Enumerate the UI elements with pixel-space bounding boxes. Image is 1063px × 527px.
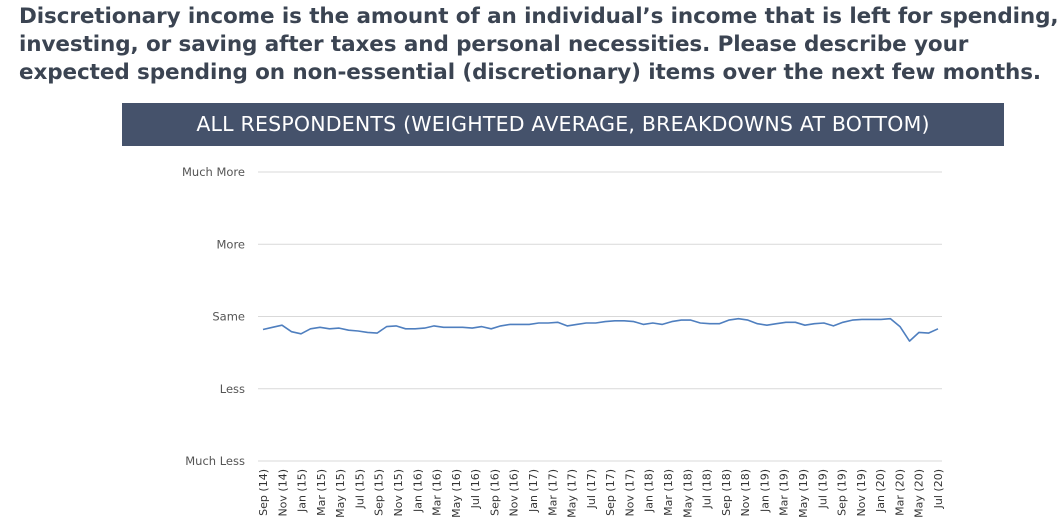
- x-tick-label: Jul (17): [585, 469, 598, 509]
- y-tick-label: Much More: [182, 165, 245, 179]
- x-tick-label: Jan (18): [643, 469, 656, 513]
- x-tick-label: Mar (17): [546, 469, 559, 516]
- x-tick-label: May (15): [334, 469, 347, 518]
- x-tick-label: Jul (15): [353, 469, 366, 509]
- x-tick-label: Sep (19): [836, 469, 849, 516]
- x-tick-label: Jul (18): [701, 469, 714, 509]
- x-tick-label: Sep (18): [720, 469, 733, 516]
- x-tick-label: Jan (16): [411, 469, 424, 513]
- x-tick-label: Jul (16): [469, 469, 482, 509]
- x-tick-label: Jul (19): [816, 469, 829, 509]
- x-tick-label: Mar (19): [778, 469, 791, 516]
- x-tick-label: May (16): [450, 469, 463, 518]
- y-tick-label: Same: [212, 310, 245, 324]
- x-tick-label: Mar (16): [431, 469, 444, 516]
- question-text: Discretionary income is the amount of an…: [19, 4, 1059, 85]
- x-tick-label: Sep (14): [257, 469, 270, 516]
- x-tick-label: Mar (20): [893, 469, 906, 516]
- x-tick-label: Sep (15): [373, 469, 386, 516]
- x-tick-label: Jan (15): [296, 469, 309, 513]
- x-tick-label: Mar (18): [662, 469, 675, 516]
- x-tick-label: Sep (16): [488, 469, 501, 516]
- x-tick-label: Mar (15): [315, 469, 328, 516]
- x-tick-label: Jan (19): [758, 469, 771, 513]
- x-tick-label: Nov (14): [276, 469, 289, 517]
- y-tick-label: Less: [220, 382, 245, 396]
- x-tick-label: Nov (17): [623, 469, 636, 517]
- chart-title: ALL RESPONDENTS (WEIGHTED AVERAGE, BREAK…: [196, 112, 930, 136]
- x-tick-label: Nov (19): [855, 469, 868, 517]
- x-tick-label: Nov (15): [392, 469, 405, 517]
- x-tick-label: Nov (18): [739, 469, 752, 517]
- x-tick-label: Jan (17): [527, 469, 540, 513]
- x-tick-label: May (17): [566, 469, 579, 518]
- x-tick-label: Nov (16): [508, 469, 521, 517]
- chart-title-banner: ALL RESPONDENTS (WEIGHTED AVERAGE, BREAK…: [122, 103, 1004, 146]
- y-tick-label: Much Less: [185, 454, 245, 468]
- series-line: [262, 317, 939, 342]
- x-tick-label: Jul (20): [932, 469, 945, 509]
- y-tick-label: More: [216, 237, 245, 251]
- x-tick-label: Jan (20): [874, 469, 887, 513]
- x-tick-label: May (19): [797, 469, 810, 518]
- x-tick-label: May (18): [681, 469, 694, 518]
- x-tick-label: May (20): [913, 469, 926, 518]
- x-tick-label: Sep (17): [604, 469, 617, 516]
